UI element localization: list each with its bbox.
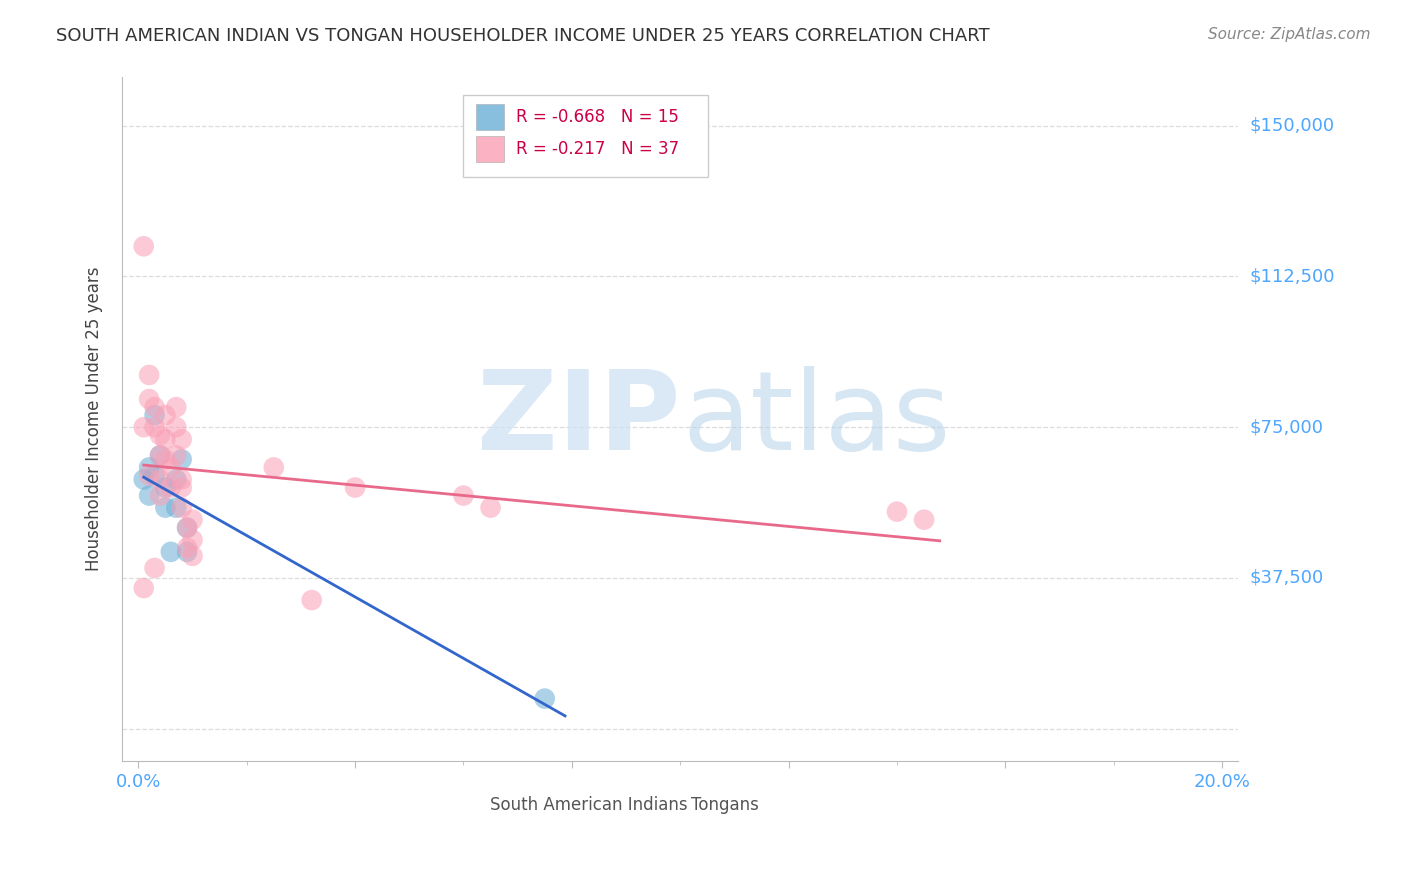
Text: $150,000: $150,000 — [1250, 117, 1334, 135]
Point — [181, 549, 204, 563]
Point — [176, 545, 198, 559]
Point — [181, 513, 204, 527]
Bar — [475, 104, 503, 130]
Point — [181, 533, 204, 547]
Point — [143, 561, 166, 575]
Point — [159, 481, 181, 495]
Text: Source: ZipAtlas.com: Source: ZipAtlas.com — [1208, 27, 1371, 42]
Point — [159, 545, 181, 559]
Bar — [652, 792, 683, 819]
Point — [170, 481, 193, 495]
Point — [138, 368, 160, 382]
Text: $75,000: $75,000 — [1250, 418, 1323, 436]
Point — [138, 489, 160, 503]
Point — [155, 481, 177, 495]
Point — [479, 500, 502, 515]
Point — [155, 432, 177, 446]
Text: R = -0.668   N = 15: R = -0.668 N = 15 — [516, 108, 679, 126]
Point — [165, 500, 187, 515]
Point — [263, 460, 285, 475]
Point — [176, 521, 198, 535]
Point — [143, 400, 166, 414]
Bar — [475, 136, 503, 161]
Point — [143, 408, 166, 422]
Text: ZIP: ZIP — [477, 366, 681, 473]
Point — [170, 452, 193, 467]
Point — [165, 400, 187, 414]
Point — [453, 489, 475, 503]
Text: Tongans: Tongans — [692, 797, 759, 814]
Text: $112,500: $112,500 — [1250, 268, 1336, 285]
Bar — [451, 792, 482, 819]
Point — [132, 420, 155, 434]
Point — [159, 460, 181, 475]
Point — [149, 489, 172, 503]
FancyBboxPatch shape — [463, 95, 709, 177]
Point — [170, 500, 193, 515]
Text: atlas: atlas — [682, 366, 950, 473]
Point — [149, 448, 172, 462]
Point — [533, 691, 555, 706]
Point — [138, 460, 160, 475]
Text: SOUTH AMERICAN INDIAN VS TONGAN HOUSEHOLDER INCOME UNDER 25 YEARS CORRELATION CH: SOUTH AMERICAN INDIAN VS TONGAN HOUSEHOL… — [56, 27, 990, 45]
Point — [155, 500, 177, 515]
Point — [132, 239, 155, 253]
Point — [149, 473, 172, 487]
Point — [138, 468, 160, 483]
Point — [155, 452, 177, 467]
Point — [132, 581, 155, 595]
Point — [344, 481, 367, 495]
Point — [301, 593, 323, 607]
Text: $37,500: $37,500 — [1250, 569, 1324, 587]
Point — [143, 468, 166, 483]
Point — [138, 392, 160, 406]
Point — [143, 420, 166, 434]
Y-axis label: Householder Income Under 25 years: Householder Income Under 25 years — [86, 267, 103, 572]
Point — [165, 448, 187, 462]
Point — [165, 473, 187, 487]
Point — [170, 473, 193, 487]
Text: South American Indians: South American Indians — [491, 797, 688, 814]
Point — [149, 428, 172, 442]
Point — [170, 432, 193, 446]
Point — [912, 513, 935, 527]
Point — [886, 505, 908, 519]
Point — [176, 521, 198, 535]
Text: R = -0.217   N = 37: R = -0.217 N = 37 — [516, 139, 679, 158]
Point — [149, 448, 172, 462]
Point — [176, 541, 198, 555]
Point — [155, 408, 177, 422]
Point — [132, 473, 155, 487]
Point — [165, 420, 187, 434]
